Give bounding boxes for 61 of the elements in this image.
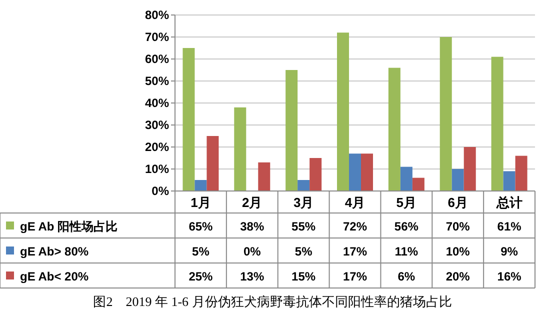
x-tick-label: 6月 [448, 195, 468, 210]
caption: 图2 2019 年 1-6 月份伪狂犬病野毒抗体不同阳性率的猪场占比 [93, 294, 452, 309]
data-label: 38% [240, 220, 264, 234]
data-label: 72% [342, 220, 368, 234]
x-tick-label: 总计 [495, 195, 522, 210]
y-tick-label: 80% [144, 8, 170, 22]
x-tick-label: 4月 [344, 195, 366, 210]
bar [452, 169, 464, 191]
data-label: 20% [446, 270, 470, 284]
data-label: 25% [188, 270, 214, 284]
x-tick-label: 3月 [293, 195, 314, 210]
bar [206, 136, 219, 191]
data-label: 56% [394, 220, 419, 234]
data-label: 5% [294, 244, 313, 258]
y-tick-label: 0% [152, 184, 170, 198]
data-label: 17% [342, 270, 368, 284]
data-label: 11% [394, 244, 418, 258]
data-label: 9% [500, 244, 518, 258]
bar [361, 154, 373, 191]
bar [491, 56, 504, 191]
x-tick-label: 5月 [396, 195, 417, 210]
data-label: 65% [188, 220, 214, 234]
bar [298, 180, 310, 191]
bar [412, 178, 424, 191]
bar [388, 68, 400, 191]
bar [286, 70, 298, 191]
bar [349, 154, 361, 191]
bar [503, 171, 516, 191]
data-label: 13% [240, 270, 264, 284]
x-tick-label: 1月 [190, 195, 211, 210]
data-label: 61% [497, 220, 522, 234]
bar [258, 162, 270, 191]
y-tick-label: 20% [144, 140, 170, 154]
y-tick-label: 70% [144, 30, 170, 44]
legend-label: gE Ab> 80% [20, 244, 89, 258]
data-label: 16% [497, 270, 522, 284]
data-label: 6% [398, 270, 416, 284]
x-tick-label: 2月 [242, 195, 262, 210]
y-tick-label: 30% [144, 118, 170, 132]
bar [234, 107, 246, 191]
bar [194, 180, 207, 191]
y-tick-label: 60% [144, 52, 170, 66]
y-tick-label: 40% [144, 96, 170, 110]
data-label: 5% [192, 244, 210, 258]
data-label: 0% [243, 244, 262, 258]
data-label: 15% [292, 270, 316, 284]
bar [310, 158, 322, 191]
bar [400, 166, 412, 191]
bar [464, 147, 476, 191]
y-tick-label: 10% [144, 162, 170, 176]
data-label: 55% [292, 220, 316, 234]
bar [182, 48, 195, 191]
data-label: 17% [342, 244, 368, 258]
y-tick-label: 50% [144, 74, 170, 88]
data-label: 10% [446, 244, 470, 258]
bar [337, 32, 349, 191]
bar [515, 156, 528, 191]
legend-label: gE Ab 阳性场占比 [20, 220, 118, 234]
legend-label: gE Ab< 20% [20, 270, 89, 284]
bar [440, 37, 452, 191]
data-label: 70% [446, 220, 470, 234]
